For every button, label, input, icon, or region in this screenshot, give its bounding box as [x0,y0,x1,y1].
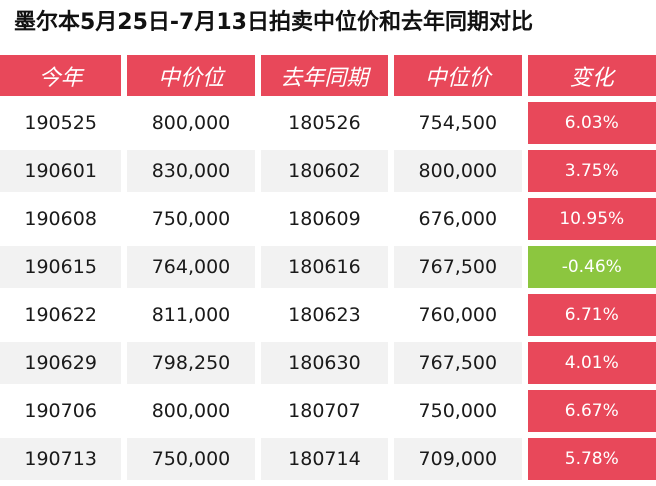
median-last-year: 760,000 [394,294,522,336]
table-header-row: 今年 中价位 去年同期 中位价 变化 [0,55,656,96]
change-value: 10.95% [527,198,656,240]
change-value: 6.71% [527,294,656,336]
median-this-year: 764,000 [127,246,255,288]
change-value: 6.03% [527,102,656,144]
this-year-date: 190629 [0,342,122,384]
table-row: 190706 800,000 180707 750,000 6.67% [0,390,656,432]
median-last-year: 754,500 [394,102,522,144]
median-this-year: 750,000 [127,438,255,480]
median-last-year: 800,000 [394,150,522,192]
median-last-year: 767,500 [394,246,522,288]
median-this-year: 830,000 [127,150,255,192]
median-this-year: 800,000 [127,102,255,144]
median-last-year: 750,000 [394,390,522,432]
last-year-date: 180623 [260,294,389,336]
median-last-year: 676,000 [394,198,522,240]
column-header-this-year: 今年 [0,55,122,96]
median-this-year: 811,000 [127,294,255,336]
change-value: 3.75% [527,150,656,192]
this-year-date: 190713 [0,438,122,480]
this-year-date: 190706 [0,390,122,432]
this-year-date: 190615 [0,246,122,288]
this-year-date: 190601 [0,150,122,192]
table-row: 190608 750,000 180609 676,000 10.95% [0,198,656,240]
median-this-year: 798,250 [127,342,255,384]
column-header-same-period-last-year: 去年同期 [260,55,389,96]
table-row: 190622 811,000 180623 760,000 6.71% [0,294,656,336]
table-row: 190713 750,000 180714 709,000 5.78% [0,438,656,480]
change-value: 5.78% [527,438,656,480]
last-year-date: 180616 [260,246,389,288]
page-title: 墨尔本5月25日-7月13日拍卖中位价和去年同期对比 [14,10,533,35]
this-year-date: 190622 [0,294,122,336]
change-value: 4.01% [527,342,656,384]
column-header-median-last-year: 中位价 [394,55,522,96]
last-year-date: 180602 [260,150,389,192]
median-this-year: 750,000 [127,198,255,240]
this-year-date: 190608 [0,198,122,240]
this-year-date: 190525 [0,102,122,144]
last-year-date: 180526 [260,102,389,144]
table-row: 190525 800,000 180526 754,500 6.03% [0,102,656,144]
last-year-date: 180714 [260,438,389,480]
last-year-date: 180630 [260,342,389,384]
column-header-change: 变化 [527,55,656,96]
auction-median-table: 今年 中价位 去年同期 中位价 变化 190525 800,000 180526… [0,49,656,486]
table-row: 190601 830,000 180602 800,000 3.75% [0,150,656,192]
median-last-year: 767,500 [394,342,522,384]
last-year-date: 180609 [260,198,389,240]
median-this-year: 800,000 [127,390,255,432]
change-value: 6.67% [527,390,656,432]
last-year-date: 180707 [260,390,389,432]
change-value: -0.46% [527,246,656,288]
table-row: 190629 798,250 180630 767,500 4.01% [0,342,656,384]
table-row: 190615 764,000 180616 767,500 -0.46% [0,246,656,288]
median-last-year: 709,000 [394,438,522,480]
column-header-median-this-year: 中价位 [127,55,255,96]
